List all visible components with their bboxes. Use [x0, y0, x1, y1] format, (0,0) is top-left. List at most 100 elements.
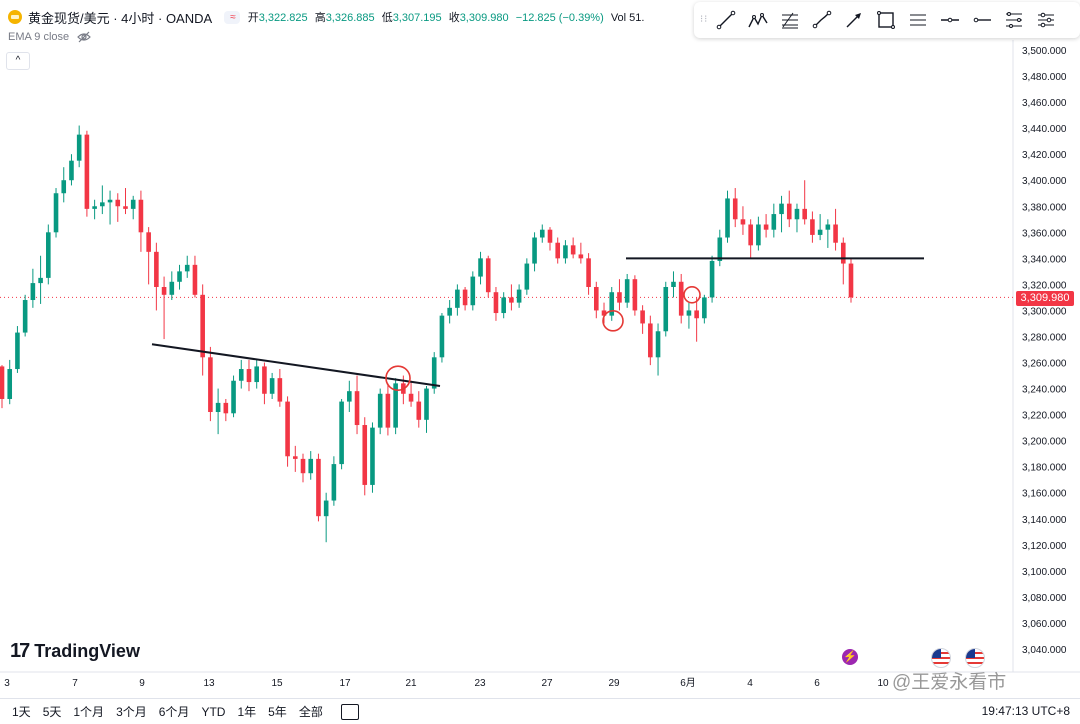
candle-body[interactable]	[617, 292, 622, 303]
us-flag-event-icon[interactable]	[931, 648, 951, 668]
candle-body[interactable]	[184, 264, 190, 272]
candle-body[interactable]	[262, 366, 267, 394]
circle-annotation[interactable]	[385, 365, 411, 391]
candle-body[interactable]	[447, 307, 452, 316]
candle-body[interactable]	[154, 251, 159, 287]
drag-handle-icon[interactable]: ⁝⁝	[700, 14, 709, 25]
candle-body[interactable]	[123, 206, 128, 209]
candle-body[interactable]	[431, 357, 437, 389]
candle-body[interactable]	[702, 297, 707, 319]
candle-body[interactable]	[416, 401, 422, 420]
candle-body[interactable]	[285, 401, 290, 457]
rectangle-icon[interactable]	[870, 5, 902, 35]
elliott-wave-icon[interactable]	[742, 5, 774, 35]
candle-body[interactable]	[169, 281, 175, 295]
candle-body[interactable]	[439, 315, 445, 358]
candle-body[interactable]	[138, 199, 144, 233]
range-ytd[interactable]: YTD	[201, 704, 226, 719]
candle-body[interactable]	[331, 464, 337, 501]
candle-body[interactable]	[323, 500, 329, 517]
candle-body[interactable]	[725, 198, 730, 238]
candle-body[interactable]	[292, 456, 298, 459]
candle-body[interactable]	[655, 331, 661, 358]
candle-body[interactable]	[238, 369, 244, 381]
candle-body[interactable]	[347, 391, 352, 402]
candle-body[interactable]	[462, 289, 468, 306]
path-icon[interactable]	[806, 5, 838, 35]
candle-body[interactable]	[455, 289, 460, 308]
candle-body[interactable]	[246, 369, 252, 383]
candle-body[interactable]	[509, 297, 514, 303]
candle-body[interactable]	[115, 199, 121, 207]
range-1y[interactable]: 1年	[237, 705, 257, 719]
range-1m[interactable]: 1个月	[73, 705, 105, 719]
candle-body[interactable]	[223, 402, 229, 414]
candle-body[interactable]	[501, 297, 506, 314]
candle-body[interactable]	[493, 292, 499, 314]
fib-retracement-icon[interactable]	[774, 5, 806, 35]
range-5d[interactable]: 5天	[42, 705, 62, 719]
candle-body[interactable]	[732, 198, 738, 220]
candle-body[interactable]	[478, 258, 483, 277]
candle-body[interactable]	[231, 380, 236, 414]
candle-body[interactable]	[61, 180, 67, 194]
candle-body[interactable]	[756, 224, 761, 246]
candle-body[interactable]	[779, 203, 784, 215]
candle-body[interactable]	[802, 208, 807, 220]
lightning-event-icon[interactable]: ⚡	[842, 649, 858, 665]
candle-body[interactable]	[46, 232, 51, 278]
candle-body[interactable]	[215, 402, 221, 413]
trend-line[interactable]	[151, 343, 441, 387]
candle-body[interactable]	[532, 237, 537, 264]
candle-body[interactable]	[15, 332, 20, 370]
clock[interactable]: 19:47:13 UTC+8	[981, 704, 1070, 718]
candle-body[interactable]	[817, 229, 823, 235]
candle-body[interactable]	[624, 279, 630, 303]
candle-body[interactable]	[485, 258, 491, 293]
candle-body[interactable]	[354, 391, 360, 426]
candle-body[interactable]	[547, 229, 553, 243]
candle-body[interactable]	[686, 310, 692, 316]
quote-toggle-b[interactable]: ≈	[230, 11, 236, 23]
candle-body[interactable]	[269, 378, 275, 394]
candle-body[interactable]	[578, 254, 584, 259]
circle-annotation[interactable]	[602, 310, 624, 332]
candle-body[interactable]	[107, 199, 113, 203]
horizontal-line-icon[interactable]	[934, 5, 966, 35]
tradingview-logo[interactable]: 17 TradingView	[10, 640, 140, 663]
candle-body[interactable]	[385, 393, 391, 428]
candle-body[interactable]	[632, 279, 638, 311]
candle-body[interactable]	[316, 458, 321, 517]
candle-body[interactable]	[100, 202, 105, 207]
candle-body[interactable]	[678, 281, 684, 316]
candle-body[interactable]	[833, 224, 838, 243]
candle-body[interactable]	[146, 232, 151, 252]
range-6m[interactable]: 6个月	[158, 705, 190, 719]
candle-body[interactable]	[339, 401, 344, 465]
candle-body[interactable]	[7, 369, 13, 399]
candle-body[interactable]	[53, 193, 59, 233]
trend-line-icon[interactable]	[710, 5, 742, 35]
candle-body[interactable]	[192, 264, 198, 295]
candle-body[interactable]	[69, 160, 74, 181]
settings-icon[interactable]	[1030, 5, 1062, 35]
candle-body[interactable]	[563, 245, 568, 259]
candle-body[interactable]	[130, 199, 136, 209]
candle-body[interactable]	[601, 310, 607, 316]
candle-body[interactable]	[362, 425, 368, 485]
candle-body[interactable]	[377, 393, 383, 428]
candle-body[interactable]	[38, 277, 43, 284]
candle-body[interactable]	[424, 388, 429, 420]
candle-body[interactable]	[370, 427, 375, 485]
candle-body[interactable]	[277, 378, 283, 402]
candle-body[interactable]	[694, 310, 699, 319]
candle-body[interactable]	[786, 203, 792, 220]
symbol-title[interactable]: 黄金现货/美元 · 4小时 · OANDA	[28, 10, 213, 26]
candle-body[interactable]	[663, 286, 669, 332]
parallel-lines-icon[interactable]	[902, 5, 934, 35]
candle-body[interactable]	[771, 214, 777, 230]
ray-ladder-icon[interactable]	[998, 5, 1030, 35]
candle-body[interactable]	[810, 219, 815, 235]
candle-body[interactable]	[84, 134, 90, 209]
candle-body[interactable]	[470, 276, 476, 306]
